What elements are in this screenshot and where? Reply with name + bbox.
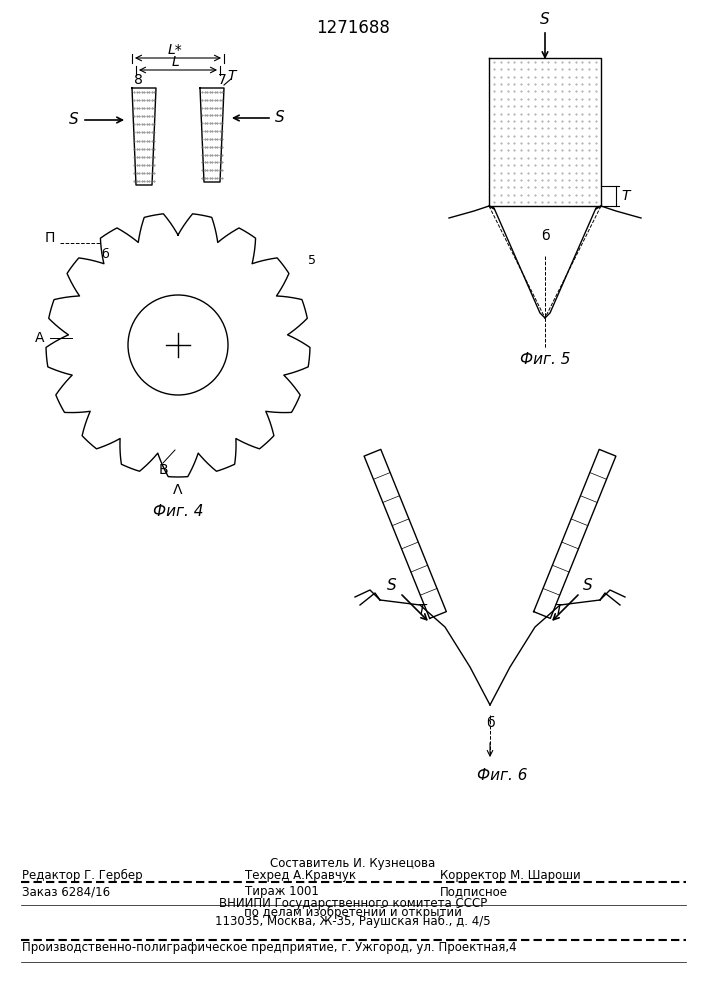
- Text: T: T: [554, 603, 563, 617]
- Text: по делам изобретений и открытий: по делам изобретений и открытий: [244, 905, 462, 919]
- Text: б: б: [541, 229, 549, 243]
- Text: T: T: [228, 69, 236, 83]
- Text: ВНИИПИ Государственного комитета СССР: ВНИИПИ Государственного комитета СССР: [219, 896, 487, 910]
- Text: Заказ 6284/16: Заказ 6284/16: [22, 886, 110, 898]
- Text: S: S: [540, 12, 550, 27]
- Text: B: B: [158, 463, 168, 477]
- Text: Редактор Г. Гербер: Редактор Г. Гербер: [22, 868, 143, 882]
- Text: Подписное: Подписное: [440, 886, 508, 898]
- Text: П: П: [45, 231, 55, 245]
- Text: L*: L*: [168, 43, 182, 57]
- Text: Техред А.Кравчук: Техред А.Кравчук: [245, 868, 356, 882]
- Text: Производственно-полиграфическое предприятие, г. Ужгород, ул. Проектная,4: Производственно-полиграфическое предприя…: [22, 942, 517, 954]
- Text: б: б: [486, 716, 494, 730]
- Text: Фиг. 5: Фиг. 5: [520, 353, 571, 367]
- Text: Корректор М. Шароши: Корректор М. Шароши: [440, 868, 580, 882]
- Text: A: A: [35, 331, 45, 345]
- Text: S: S: [387, 578, 397, 592]
- Text: 1271688: 1271688: [316, 19, 390, 37]
- Text: Фиг. 6: Фиг. 6: [477, 768, 527, 782]
- Text: T: T: [417, 603, 426, 617]
- Text: 113035, Москва, Ж-35, Раушская наб., д. 4/5: 113035, Москва, Ж-35, Раушская наб., д. …: [215, 914, 491, 928]
- Text: Тираж 1001: Тираж 1001: [245, 886, 319, 898]
- Text: 8: 8: [134, 73, 142, 87]
- Text: Фиг. 4: Фиг. 4: [153, 504, 203, 520]
- Text: 7: 7: [218, 73, 226, 87]
- Text: Λ: Λ: [173, 483, 182, 497]
- Text: T: T: [621, 189, 630, 203]
- Text: S: S: [583, 578, 592, 592]
- Text: б: б: [101, 248, 109, 261]
- Text: 5: 5: [308, 253, 316, 266]
- Text: S: S: [275, 110, 285, 125]
- Text: S: S: [69, 112, 78, 127]
- Text: Составитель И. Кузнецова: Составитель И. Кузнецова: [270, 857, 436, 870]
- Text: L: L: [171, 55, 179, 69]
